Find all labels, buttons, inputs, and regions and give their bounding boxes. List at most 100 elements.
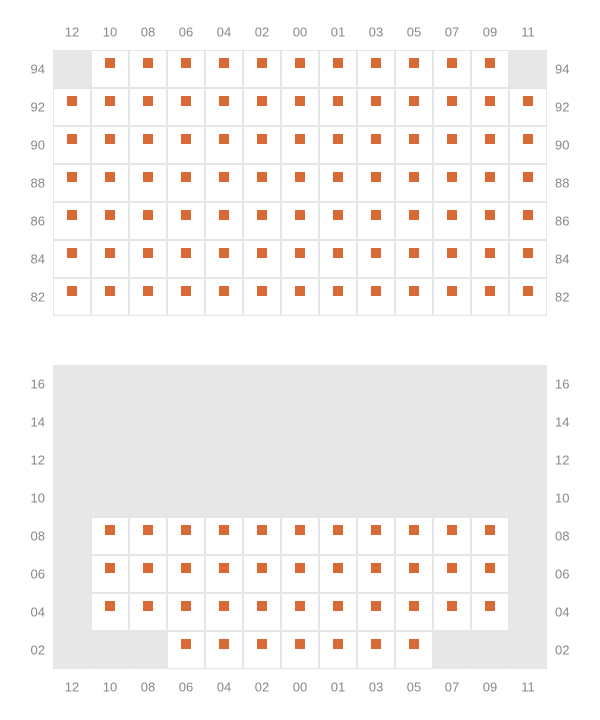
- seat-upper-90-08[interactable]: [129, 126, 167, 164]
- seat-upper-88-12[interactable]: [53, 164, 91, 202]
- seat-upper-82-03[interactable]: [357, 278, 395, 316]
- seat-lower-04-01[interactable]: [319, 593, 357, 631]
- seat-lower-04-02[interactable]: [243, 593, 281, 631]
- seat-lower-06-05[interactable]: [395, 555, 433, 593]
- seat-upper-94-02[interactable]: [243, 50, 281, 88]
- seat-upper-92-05[interactable]: [395, 88, 433, 126]
- seat-lower-04-00[interactable]: [281, 593, 319, 631]
- seat-lower-08-04[interactable]: [205, 517, 243, 555]
- seat-upper-82-11[interactable]: [509, 278, 547, 316]
- seat-upper-94-00[interactable]: [281, 50, 319, 88]
- seat-lower-06-04[interactable]: [205, 555, 243, 593]
- seat-lower-06-03[interactable]: [357, 555, 395, 593]
- seat-upper-90-01[interactable]: [319, 126, 357, 164]
- seat-lower-02-03[interactable]: [357, 631, 395, 669]
- seat-lower-04-06[interactable]: [167, 593, 205, 631]
- seat-lower-04-10[interactable]: [91, 593, 129, 631]
- seat-upper-88-02[interactable]: [243, 164, 281, 202]
- seat-lower-02-05[interactable]: [395, 631, 433, 669]
- seat-lower-08-10[interactable]: [91, 517, 129, 555]
- seat-upper-92-09[interactable]: [471, 88, 509, 126]
- seat-upper-84-11[interactable]: [509, 240, 547, 278]
- seat-upper-94-04[interactable]: [205, 50, 243, 88]
- seat-upper-92-12[interactable]: [53, 88, 91, 126]
- seat-lower-02-04[interactable]: [205, 631, 243, 669]
- seat-upper-94-09[interactable]: [471, 50, 509, 88]
- seat-lower-08-09[interactable]: [471, 517, 509, 555]
- seat-upper-94-07[interactable]: [433, 50, 471, 88]
- seat-upper-84-01[interactable]: [319, 240, 357, 278]
- seat-upper-86-01[interactable]: [319, 202, 357, 240]
- seat-lower-06-02[interactable]: [243, 555, 281, 593]
- seat-upper-82-01[interactable]: [319, 278, 357, 316]
- seat-lower-02-06[interactable]: [167, 631, 205, 669]
- seat-upper-88-00[interactable]: [281, 164, 319, 202]
- seat-upper-86-08[interactable]: [129, 202, 167, 240]
- seat-lower-08-07[interactable]: [433, 517, 471, 555]
- seat-upper-82-07[interactable]: [433, 278, 471, 316]
- seat-upper-84-02[interactable]: [243, 240, 281, 278]
- seat-upper-86-11[interactable]: [509, 202, 547, 240]
- seat-upper-84-09[interactable]: [471, 240, 509, 278]
- seat-upper-82-12[interactable]: [53, 278, 91, 316]
- seat-upper-88-01[interactable]: [319, 164, 357, 202]
- seat-lower-08-01[interactable]: [319, 517, 357, 555]
- seat-upper-88-06[interactable]: [167, 164, 205, 202]
- seat-upper-90-00[interactable]: [281, 126, 319, 164]
- seat-lower-08-03[interactable]: [357, 517, 395, 555]
- seat-upper-90-09[interactable]: [471, 126, 509, 164]
- seat-upper-84-12[interactable]: [53, 240, 91, 278]
- seat-upper-88-08[interactable]: [129, 164, 167, 202]
- seat-upper-86-00[interactable]: [281, 202, 319, 240]
- seat-upper-90-06[interactable]: [167, 126, 205, 164]
- seat-lower-02-00[interactable]: [281, 631, 319, 669]
- seat-lower-02-01[interactable]: [319, 631, 357, 669]
- seat-lower-08-00[interactable]: [281, 517, 319, 555]
- seat-upper-82-00[interactable]: [281, 278, 319, 316]
- seat-upper-88-07[interactable]: [433, 164, 471, 202]
- seat-upper-86-10[interactable]: [91, 202, 129, 240]
- seat-upper-82-08[interactable]: [129, 278, 167, 316]
- seat-upper-90-10[interactable]: [91, 126, 129, 164]
- seat-upper-86-05[interactable]: [395, 202, 433, 240]
- seat-upper-90-04[interactable]: [205, 126, 243, 164]
- seat-upper-82-10[interactable]: [91, 278, 129, 316]
- seat-upper-82-02[interactable]: [243, 278, 281, 316]
- seat-upper-92-10[interactable]: [91, 88, 129, 126]
- seat-lower-06-10[interactable]: [91, 555, 129, 593]
- seat-upper-86-06[interactable]: [167, 202, 205, 240]
- seat-upper-90-05[interactable]: [395, 126, 433, 164]
- seat-lower-06-07[interactable]: [433, 555, 471, 593]
- seat-upper-88-10[interactable]: [91, 164, 129, 202]
- seat-upper-90-12[interactable]: [53, 126, 91, 164]
- seat-lower-06-09[interactable]: [471, 555, 509, 593]
- seat-upper-92-00[interactable]: [281, 88, 319, 126]
- seat-upper-82-09[interactable]: [471, 278, 509, 316]
- seat-upper-88-11[interactable]: [509, 164, 547, 202]
- seat-upper-92-02[interactable]: [243, 88, 281, 126]
- seat-upper-90-11[interactable]: [509, 126, 547, 164]
- seat-lower-08-02[interactable]: [243, 517, 281, 555]
- seat-upper-94-08[interactable]: [129, 50, 167, 88]
- seat-upper-88-03[interactable]: [357, 164, 395, 202]
- seat-upper-82-04[interactable]: [205, 278, 243, 316]
- seat-lower-04-05[interactable]: [395, 593, 433, 631]
- seat-lower-06-06[interactable]: [167, 555, 205, 593]
- seat-lower-02-02[interactable]: [243, 631, 281, 669]
- seat-upper-84-08[interactable]: [129, 240, 167, 278]
- seat-upper-94-01[interactable]: [319, 50, 357, 88]
- seat-upper-88-05[interactable]: [395, 164, 433, 202]
- seat-lower-04-07[interactable]: [433, 593, 471, 631]
- seat-upper-92-04[interactable]: [205, 88, 243, 126]
- seat-upper-86-02[interactable]: [243, 202, 281, 240]
- seat-upper-92-08[interactable]: [129, 88, 167, 126]
- seat-upper-90-02[interactable]: [243, 126, 281, 164]
- seat-upper-92-06[interactable]: [167, 88, 205, 126]
- seat-upper-92-01[interactable]: [319, 88, 357, 126]
- seat-upper-90-07[interactable]: [433, 126, 471, 164]
- seat-lower-04-08[interactable]: [129, 593, 167, 631]
- seat-upper-84-06[interactable]: [167, 240, 205, 278]
- seat-upper-84-04[interactable]: [205, 240, 243, 278]
- seat-upper-90-03[interactable]: [357, 126, 395, 164]
- seat-upper-86-04[interactable]: [205, 202, 243, 240]
